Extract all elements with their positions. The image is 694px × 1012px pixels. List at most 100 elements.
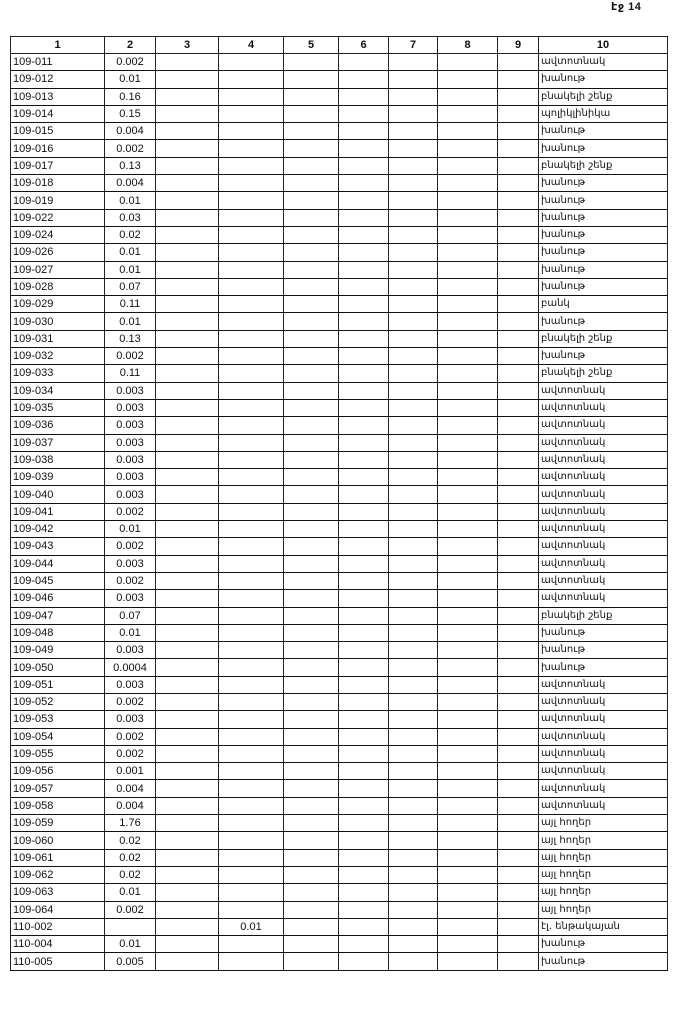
- value-cell-col4: [218, 104, 284, 124]
- table-row: 109-058 0.004 ավտոտնակ: [10, 796, 668, 816]
- value-cell-col6: [338, 900, 389, 919]
- value-cell-col4: [218, 744, 284, 764]
- value-cell-col2: 0.03: [104, 208, 156, 227]
- value-cell-col5: [283, 243, 339, 262]
- table-row: 109-051 0.003 ավտոտնակ: [10, 675, 668, 694]
- value-cell-col9: [497, 295, 539, 314]
- value-cell-col4: 0.01: [218, 917, 284, 937]
- value-cell-col3: [155, 520, 219, 539]
- value-cell-col3: [155, 225, 219, 245]
- table-row: 110-005 0.005 խանութ: [10, 952, 668, 971]
- value-cell-col4: [218, 312, 284, 331]
- value-cell-col9: [497, 554, 539, 573]
- value-cell-col2: 0.15: [104, 104, 156, 124]
- land-use-cell: բանկ: [538, 295, 668, 314]
- parcel-code-cell: 109-018: [10, 174, 105, 193]
- value-cell-col9: [497, 710, 539, 729]
- table-row: 109-063 0.01 այլ հողեր: [10, 883, 668, 902]
- value-cell-col6: [338, 554, 389, 573]
- value-cell-col5: [283, 468, 339, 487]
- value-cell-col6: [338, 641, 389, 660]
- column-header-6: 6: [338, 36, 389, 54]
- value-cell-col6: [338, 762, 389, 781]
- table-row: 109-038 0.003 ավտոտնակ: [10, 450, 668, 470]
- value-cell-col3: [155, 416, 219, 435]
- value-cell-col9: [497, 347, 539, 366]
- parcel-code-cell: 109-046: [10, 589, 105, 608]
- value-cell-col6: [338, 87, 389, 106]
- value-cell-col4: [218, 865, 284, 885]
- value-cell-col3: [155, 796, 219, 816]
- value-cell-col4: [218, 727, 284, 746]
- value-cell-col5: [283, 762, 339, 781]
- value-cell-col3: [155, 675, 219, 694]
- value-cell-col4: [218, 814, 284, 833]
- value-cell-col2: 0.01: [104, 883, 156, 902]
- value-cell-col9: [497, 156, 539, 176]
- value-cell-col3: [155, 606, 219, 625]
- value-cell-col9: [497, 900, 539, 919]
- value-cell-col9: [497, 606, 539, 625]
- land-use-cell: այլ հողեր: [538, 848, 668, 867]
- value-cell-col5: [283, 952, 339, 971]
- value-cell-col7: [388, 883, 438, 902]
- value-cell-col3: [155, 364, 219, 383]
- table-row: 109-024 0.02 խանութ: [10, 225, 668, 245]
- table-row: 109-041 0.002 ավտոտնակ: [10, 502, 668, 522]
- value-cell-col9: [497, 571, 539, 591]
- value-cell-col7: [388, 692, 438, 712]
- value-cell-col2: 0.003: [104, 554, 156, 573]
- parcel-code-cell: 109-048: [10, 623, 105, 643]
- value-cell-col2: 0.003: [104, 641, 156, 660]
- value-cell-col6: [338, 156, 389, 176]
- value-cell-col8: [437, 658, 498, 677]
- value-cell-col4: [218, 295, 284, 314]
- value-cell-col7: [388, 814, 438, 833]
- value-cell-col9: [497, 502, 539, 522]
- value-cell-col7: [388, 502, 438, 522]
- value-cell-col9: [497, 139, 539, 158]
- value-cell-col5: [283, 779, 339, 798]
- land-use-cell: բնակելի շենք: [538, 87, 668, 106]
- parcel-code-cell: 109-052: [10, 692, 105, 712]
- value-cell-col9: [497, 191, 539, 210]
- value-cell-col9: [497, 122, 539, 141]
- value-cell-col3: [155, 485, 219, 504]
- parcel-code-cell: 109-049: [10, 641, 105, 660]
- value-cell-col4: [218, 883, 284, 902]
- value-cell-col5: [283, 277, 339, 297]
- table-row: 109-050 0.0004 խանութ: [10, 658, 668, 677]
- table-row: 109-037 0.003 ավտոտնակ: [10, 433, 668, 452]
- value-cell-col2: 0.002: [104, 139, 156, 158]
- parcel-code-cell: 109-050: [10, 658, 105, 677]
- value-cell-col5: [283, 225, 339, 245]
- land-use-cell: ավտոտնակ: [538, 433, 668, 452]
- value-cell-col6: [338, 571, 389, 591]
- value-cell-col2: 1.76: [104, 814, 156, 833]
- table-body: 109-011 0.002 ավտոտնակ 109-012 0.01 խանութ 109…: [10, 52, 668, 971]
- value-cell-col4: [218, 502, 284, 522]
- value-cell-col7: [388, 935, 438, 954]
- value-cell-col9: [497, 174, 539, 193]
- table-row: 109-039 0.003 ավտոտնակ: [10, 468, 668, 487]
- value-cell-col3: [155, 174, 219, 193]
- value-cell-col2: 0.002: [104, 692, 156, 712]
- value-cell-col5: [283, 174, 339, 193]
- value-cell-col3: [155, 277, 219, 297]
- value-cell-col3: [155, 156, 219, 176]
- header-row: 1 2 3 4 5 6 7 8 9 10: [10, 36, 668, 54]
- column-header-2: 2: [104, 36, 156, 54]
- value-cell-col8: [437, 295, 498, 314]
- value-cell-col4: [218, 381, 284, 400]
- land-use-cell: խանութ: [538, 641, 668, 660]
- table-row: 109-046 0.003 ավտոտնակ: [10, 589, 668, 608]
- value-cell-col7: [388, 416, 438, 435]
- value-cell-col4: [218, 70, 284, 89]
- parcel-code-cell: 109-036: [10, 416, 105, 435]
- value-cell-col2: 0.01: [104, 260, 156, 279]
- value-cell-col6: [338, 675, 389, 694]
- value-cell-col2: 0.001: [104, 762, 156, 781]
- value-cell-col5: [283, 416, 339, 435]
- value-cell-col6: [338, 104, 389, 124]
- value-cell-col4: [218, 485, 284, 504]
